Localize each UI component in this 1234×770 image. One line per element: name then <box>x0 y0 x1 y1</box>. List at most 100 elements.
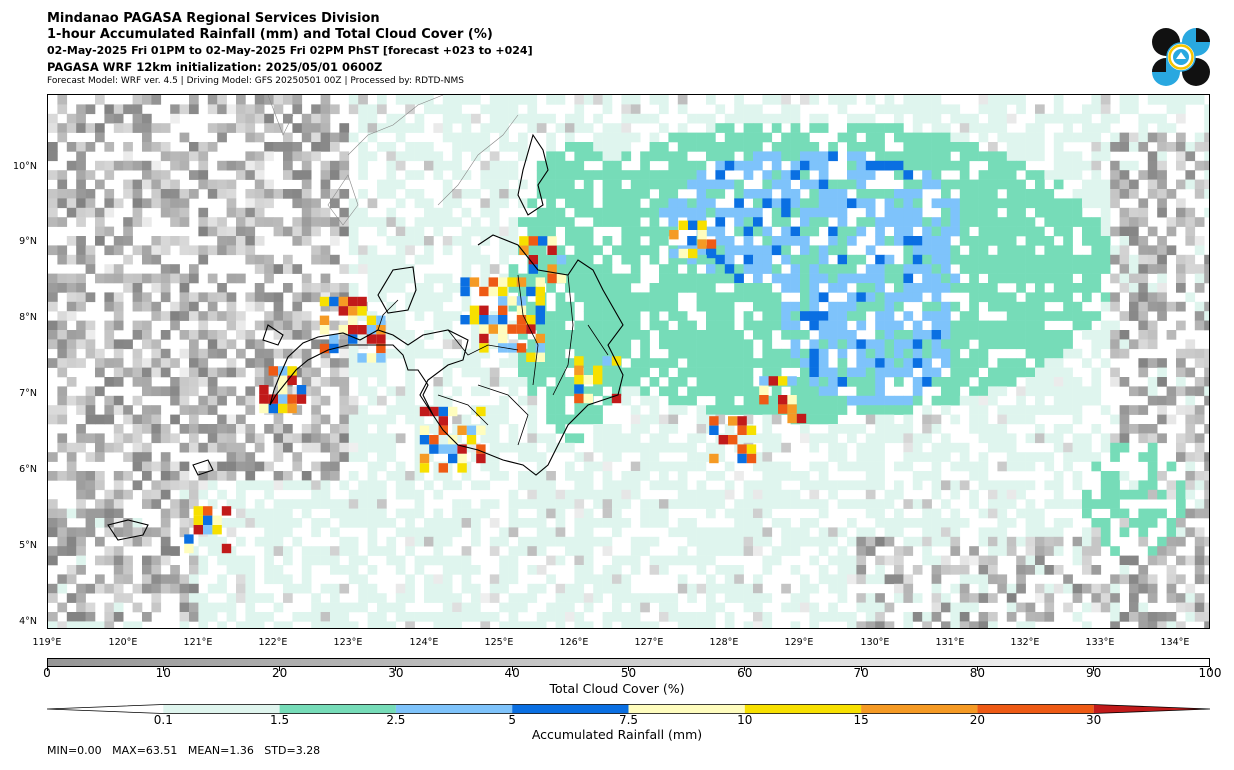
map-cell <box>311 461 321 472</box>
map-cell <box>781 217 791 227</box>
map-cell <box>1016 461 1026 472</box>
map-cell <box>113 499 124 509</box>
forecast-map[interactable] <box>47 94 1210 629</box>
rain-cell <box>329 296 339 307</box>
map-cell <box>1053 179 1064 190</box>
map-cell <box>630 292 641 303</box>
map-cell <box>1138 433 1149 444</box>
map-cell <box>1091 583 1102 594</box>
map-cell <box>931 254 942 265</box>
map-cell <box>621 301 632 312</box>
map-cell <box>1138 386 1149 397</box>
map-cell <box>1176 104 1186 115</box>
map-cell <box>217 461 227 472</box>
map-cell <box>386 207 397 218</box>
rain-swatch <box>279 704 396 714</box>
map-cell <box>151 565 162 575</box>
map-cell <box>489 612 500 622</box>
map-cell <box>884 311 895 321</box>
map-cell <box>1063 160 1073 171</box>
map-cell <box>762 132 773 143</box>
map-cell <box>236 236 246 246</box>
map-cell <box>132 123 143 133</box>
map-cell <box>1185 593 1196 603</box>
map-cell <box>734 518 744 528</box>
map-cell <box>969 461 979 472</box>
map-cell <box>57 527 68 538</box>
map-cell <box>76 339 86 350</box>
map-cell <box>518 480 528 491</box>
map-cell <box>527 123 538 133</box>
map-cell <box>76 236 86 246</box>
map-cell <box>1166 612 1177 622</box>
map-cell <box>358 264 368 274</box>
map-cell <box>583 245 594 256</box>
map-cell <box>715 386 726 397</box>
map-cell <box>508 301 519 312</box>
map-cell <box>1166 621 1177 628</box>
map-cell <box>593 95 603 105</box>
map-cell <box>583 461 594 472</box>
map-cell <box>988 536 998 547</box>
map-cell <box>856 292 867 303</box>
map-cell <box>1006 546 1017 556</box>
map-cell <box>555 602 566 613</box>
map-cell <box>433 226 444 237</box>
map-cell <box>1053 254 1064 265</box>
map-cell <box>405 583 415 594</box>
map-cell <box>818 471 829 481</box>
map-cell <box>104 518 115 528</box>
map-cell <box>433 489 444 500</box>
map-cell <box>358 583 368 594</box>
map-cell <box>226 273 237 284</box>
map-cell <box>508 245 519 256</box>
map-cell <box>574 508 585 519</box>
map-cell <box>1072 264 1083 274</box>
map-cell <box>771 245 782 256</box>
map-cell <box>818 189 829 199</box>
map-cell <box>499 179 509 190</box>
rain-cell <box>259 385 269 395</box>
map-cell <box>1006 264 1017 274</box>
map-cell <box>442 311 453 321</box>
map-cell <box>442 471 453 481</box>
map-cell <box>104 226 115 237</box>
map-cell <box>480 461 491 472</box>
map-cell <box>1166 123 1177 133</box>
map-cell <box>536 358 547 368</box>
map-cell <box>424 555 434 566</box>
map-cell <box>254 292 265 303</box>
map-cell <box>283 264 293 274</box>
map-cell <box>160 330 171 340</box>
map-cell <box>687 198 697 209</box>
map-cell <box>593 264 603 274</box>
map-cell <box>753 593 763 603</box>
map-cell <box>330 499 340 509</box>
rain-cell <box>366 325 377 335</box>
map-cell <box>771 480 782 491</box>
map-cell <box>771 405 782 415</box>
map-cell <box>48 142 58 152</box>
map-cell <box>771 198 782 209</box>
map-cell <box>1053 424 1064 434</box>
map-cell <box>264 377 274 387</box>
map-cell <box>395 565 406 575</box>
map-cell <box>85 292 96 303</box>
map-cell <box>630 377 641 387</box>
map-cell <box>1166 386 1177 397</box>
map-cell <box>1025 546 1036 556</box>
map-cell <box>471 602 481 613</box>
map-cell <box>95 536 105 547</box>
map-cell <box>1053 405 1064 415</box>
map-cell <box>123 217 133 227</box>
map-cell <box>452 612 462 622</box>
map-cell <box>414 499 425 509</box>
map-cell <box>264 311 274 321</box>
map-cell <box>1157 113 1167 124</box>
map-cell <box>499 104 509 115</box>
map-cell <box>179 377 190 387</box>
rain-cell <box>438 406 448 417</box>
map-cell <box>142 386 152 397</box>
map-cell <box>226 198 237 209</box>
map-cell <box>903 273 914 284</box>
